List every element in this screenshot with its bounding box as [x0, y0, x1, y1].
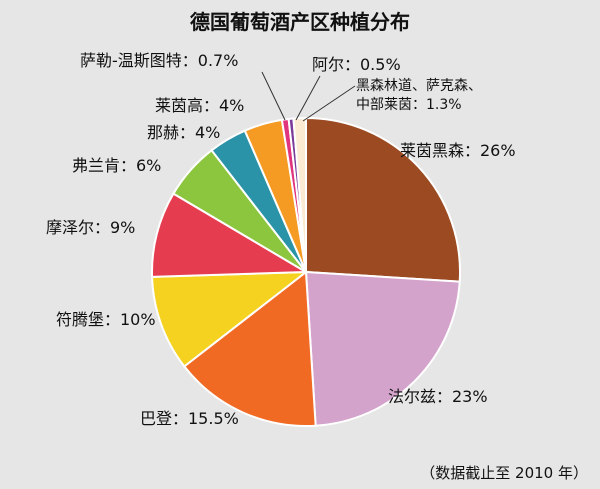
pie-slice — [304, 270, 461, 427]
leader-line — [302, 85, 356, 122]
pie-slice — [151, 192, 310, 278]
chart-title: 德国葡萄酒产区种植分布 — [190, 10, 410, 34]
pie-slice — [292, 116, 307, 273]
slice-label: 黑森林道、萨克森、中部莱茵：1.3% — [356, 78, 482, 113]
chart-footnote: （数据截止至 2010 年） — [420, 464, 588, 482]
slice-label-line: 黑森林道、萨克森、 — [356, 78, 482, 94]
pie-slices — [151, 116, 462, 428]
slice-label-line: 中部莱茵：1.3% — [356, 97, 462, 113]
leader-line — [261, 71, 286, 121]
slice-label: 摩泽尔：9% — [46, 218, 135, 237]
slice-labels: 莱茵黑森：26% 法尔兹：23% 巴登：15.5% 符腾堡：10% 摩泽尔：9% 弗兰肯：… — [46, 51, 516, 428]
slice-label: 符腾堡：10% — [56, 310, 156, 329]
slice-label: 法尔兹：23% — [388, 387, 488, 406]
slice-label: 巴登：15.5% — [140, 409, 239, 428]
leader-lines — [261, 71, 356, 122]
slice-label: 阿尔：0.5% — [312, 55, 401, 74]
slice-label: 那赫：4% — [147, 123, 220, 142]
pie-slice — [151, 270, 310, 368]
pie-slice — [305, 116, 462, 283]
pie-slice — [182, 270, 317, 428]
slice-label: 莱茵高：4% — [155, 96, 244, 115]
slice-label: 莱茵黑森：26% — [400, 141, 516, 160]
slice-label: 萨勒-温斯图特：0.7% — [80, 51, 238, 70]
slice-label: 弗兰肯：6% — [72, 156, 161, 175]
leader-line — [295, 75, 321, 121]
